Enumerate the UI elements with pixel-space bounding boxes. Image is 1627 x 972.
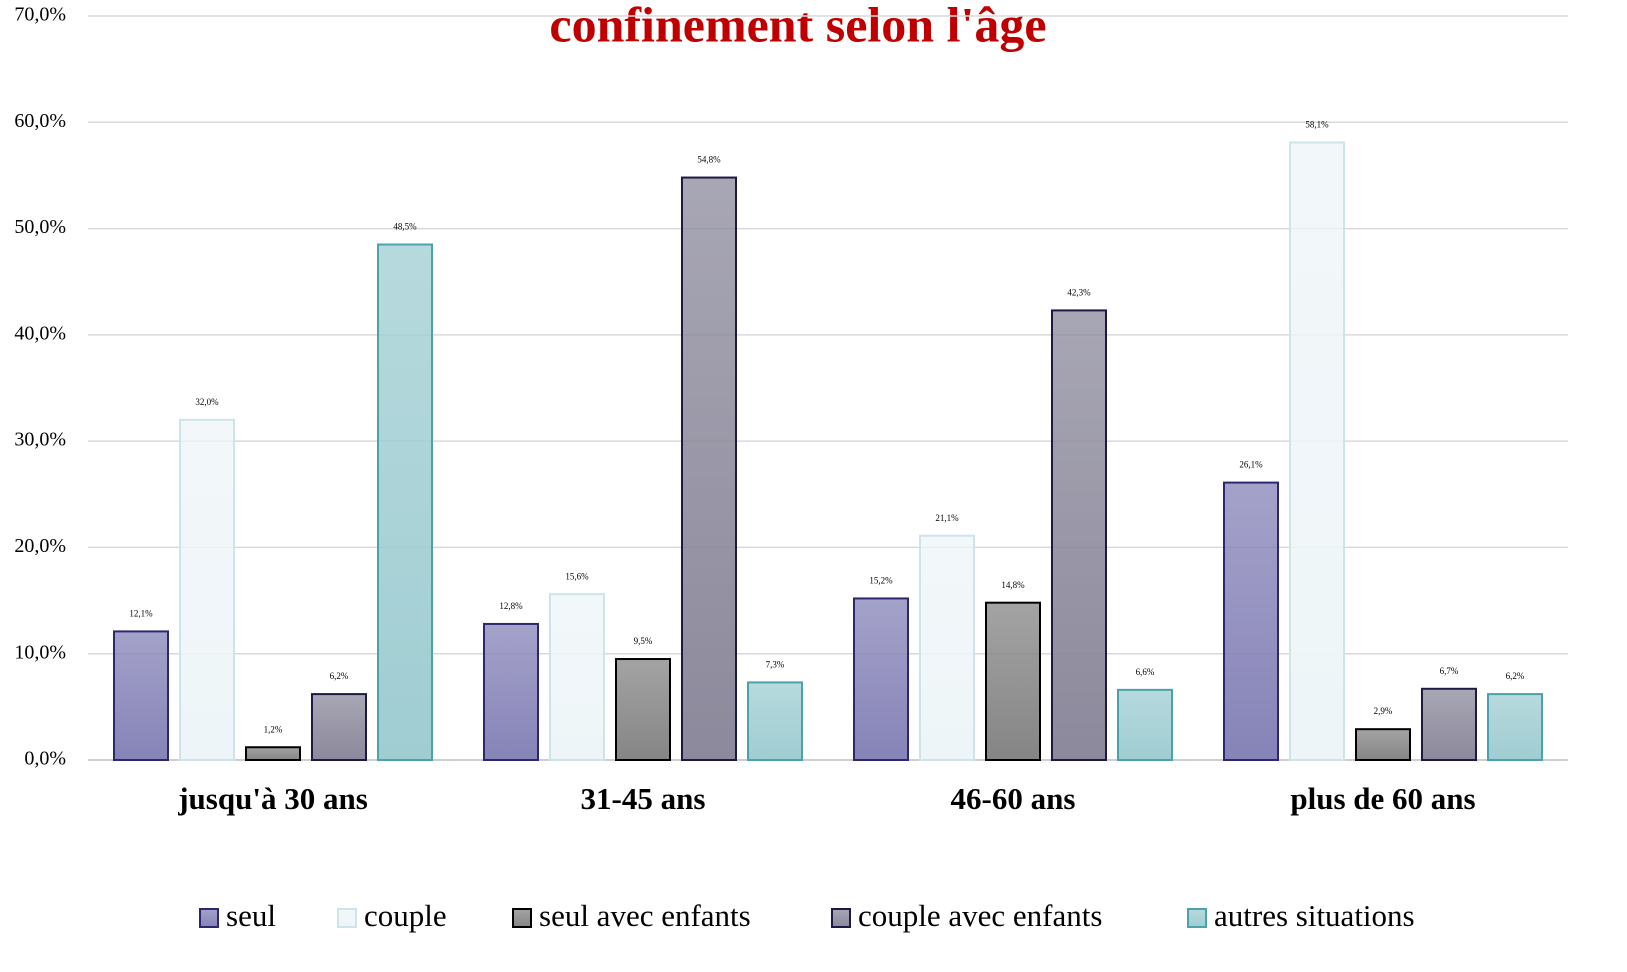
value-label: 32,0% bbox=[195, 397, 219, 407]
y-tick-label: 40,0% bbox=[14, 322, 66, 344]
y-tick-label: 70,0% bbox=[14, 4, 66, 26]
value-label: 58,1% bbox=[1305, 120, 1329, 130]
legend-swatch bbox=[831, 908, 851, 928]
chart-title: confinement selon l'âge bbox=[549, 0, 1046, 52]
value-label: 6,2% bbox=[330, 671, 349, 681]
value-label: 6,7% bbox=[1440, 666, 1459, 676]
bar bbox=[681, 176, 737, 762]
value-label: 15,6% bbox=[565, 571, 589, 581]
value-label: 14,8% bbox=[1001, 580, 1025, 590]
value-label: 1,2% bbox=[264, 724, 283, 734]
legend-swatch bbox=[337, 908, 357, 928]
y-tick-label: 10,0% bbox=[14, 641, 66, 663]
bar bbox=[985, 601, 1041, 761]
bar bbox=[377, 243, 433, 761]
bar bbox=[1487, 693, 1543, 761]
legend-label: couple bbox=[364, 898, 447, 933]
bar bbox=[311, 693, 367, 761]
legend-swatch bbox=[512, 908, 532, 928]
bar bbox=[1421, 687, 1477, 761]
bar bbox=[245, 746, 301, 762]
legend-label: seul bbox=[226, 898, 276, 933]
bar bbox=[747, 681, 803, 762]
value-label: 12,8% bbox=[499, 601, 523, 611]
value-label: 12,1% bbox=[129, 608, 153, 618]
bar bbox=[615, 658, 671, 761]
x-tick-label: jusqu'à 30 ans bbox=[177, 781, 368, 816]
value-label: 15,2% bbox=[869, 576, 893, 586]
bar bbox=[853, 597, 909, 762]
value-label: 54,8% bbox=[697, 155, 721, 165]
value-label: 21,1% bbox=[935, 513, 959, 523]
x-tick-label: 31-45 ans bbox=[581, 781, 706, 816]
legend-label: autres situations bbox=[1214, 898, 1415, 933]
bar bbox=[1051, 309, 1107, 761]
bar bbox=[919, 534, 975, 761]
bar bbox=[1289, 141, 1345, 762]
bar bbox=[549, 593, 605, 761]
bar bbox=[1223, 481, 1279, 761]
bar bbox=[483, 622, 539, 761]
y-tick-label: 0,0% bbox=[24, 748, 66, 770]
bar bbox=[1355, 728, 1411, 761]
x-tick-label: plus de 60 ans bbox=[1290, 781, 1475, 816]
y-tick-label: 20,0% bbox=[14, 535, 66, 557]
value-label: 7,3% bbox=[766, 659, 785, 669]
value-label: 42,3% bbox=[1067, 287, 1091, 297]
value-label: 6,6% bbox=[1136, 667, 1155, 677]
y-tick-label: 30,0% bbox=[14, 429, 66, 451]
value-label: 9,5% bbox=[634, 636, 653, 646]
bar bbox=[113, 630, 169, 761]
legend-swatch bbox=[199, 908, 219, 928]
bar bbox=[179, 418, 235, 761]
y-tick-label: 50,0% bbox=[14, 216, 66, 238]
legend-swatch bbox=[1187, 908, 1207, 928]
legend-label: seul avec enfants bbox=[539, 898, 751, 933]
value-label: 48,5% bbox=[393, 222, 417, 232]
value-label: 2,9% bbox=[1374, 706, 1393, 716]
legend-label: couple avec enfants bbox=[858, 898, 1102, 933]
y-tick-label: 60,0% bbox=[14, 110, 66, 132]
x-tick-label: 46-60 ans bbox=[951, 781, 1076, 816]
value-label: 26,1% bbox=[1239, 460, 1263, 470]
value-label: 6,2% bbox=[1506, 671, 1525, 681]
bar bbox=[1117, 688, 1173, 762]
